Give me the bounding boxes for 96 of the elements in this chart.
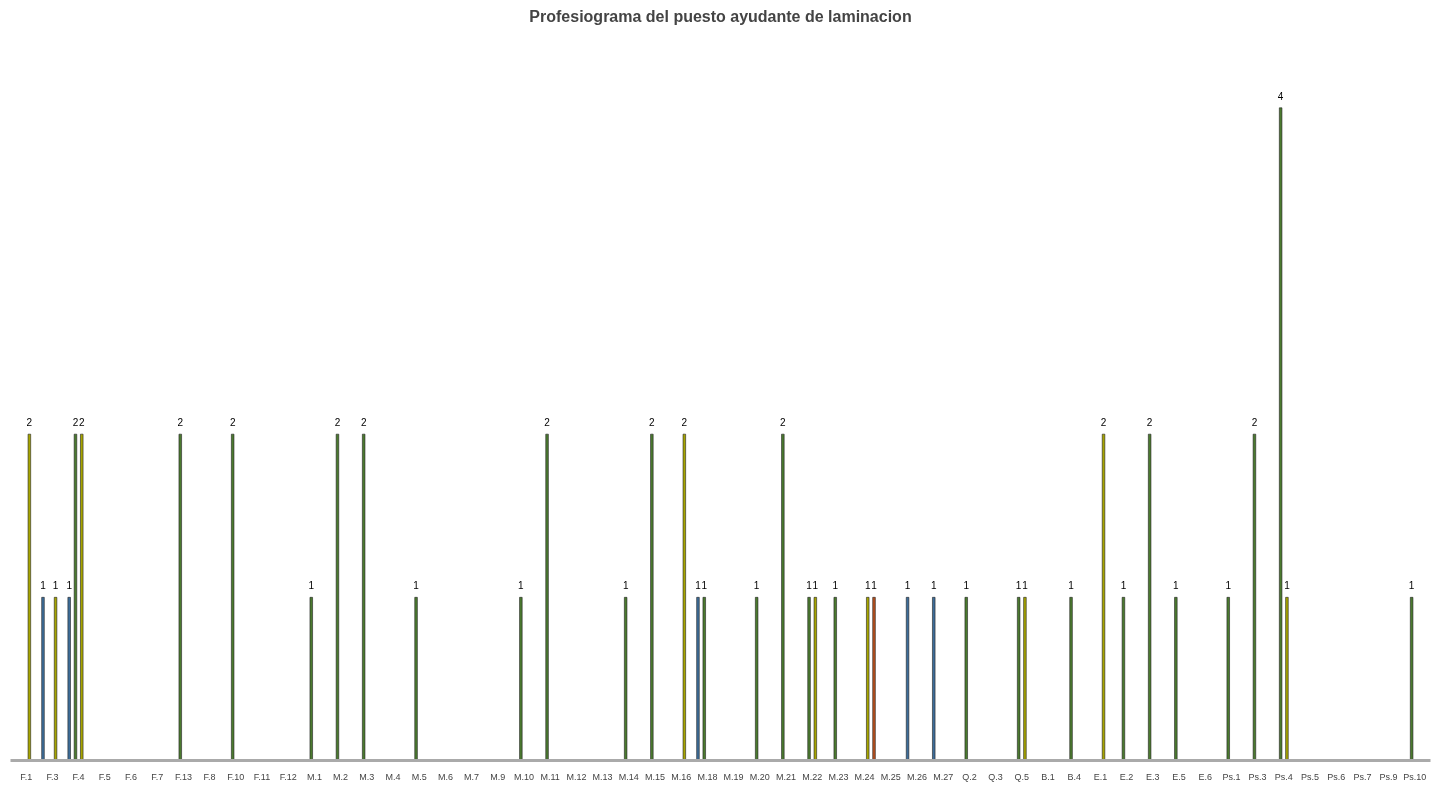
x-tick-label: M.20 <box>749 771 770 782</box>
data-label: 2 <box>78 417 85 429</box>
x-tick-label: M.5 <box>411 771 427 782</box>
data-label: 4 <box>1277 90 1284 102</box>
x-tick-label: F.8 <box>203 771 216 782</box>
data-label: 1 <box>1015 580 1022 592</box>
x-tick-label: M.4 <box>385 771 401 782</box>
x-tick-label: M.23 <box>828 771 849 782</box>
data-label: 2 <box>681 417 688 429</box>
data-label: 2 <box>1146 417 1153 429</box>
x-tick-label: M.16 <box>671 771 692 782</box>
x-tick-label: B.4 <box>1067 771 1081 782</box>
data-label: 1 <box>753 580 760 592</box>
x-tick-label: E.1 <box>1093 771 1108 782</box>
data-label: 1 <box>904 580 911 592</box>
x-tick-label: Ps.6 <box>1327 771 1346 782</box>
data-label: 1 <box>308 580 315 592</box>
x-tick-label: F.3 <box>46 771 59 782</box>
data-label: 1 <box>701 580 708 592</box>
x-tick-label: F.7 <box>151 771 164 782</box>
x-tick-label: M.27 <box>933 771 954 782</box>
data-label: 1 <box>864 580 871 592</box>
x-tick-label: E.5 <box>1172 771 1186 782</box>
data-label: 1 <box>963 580 970 592</box>
x-tick-label: Ps.4 <box>1274 771 1293 782</box>
x-tick-label: M.11 <box>540 771 560 782</box>
x-tick-label: B.1 <box>1041 771 1055 782</box>
data-label: 1 <box>930 580 937 592</box>
data-label: 1 <box>812 580 819 592</box>
data-label: 2 <box>544 417 551 429</box>
x-tick-label: F.12 <box>279 771 297 782</box>
x-tick-label: Ps.3 <box>1248 771 1267 782</box>
data-label: 1 <box>1408 580 1415 592</box>
x-tick-label: F.4 <box>72 771 85 782</box>
x-tick-label: F.1 <box>20 771 33 782</box>
x-tick-label: M.3 <box>359 771 375 782</box>
x-tick-label: Q.2 <box>962 771 977 782</box>
x-tick-label: M.26 <box>906 771 928 782</box>
data-label: 1 <box>622 580 629 592</box>
x-tick-label: M.1 <box>306 771 322 782</box>
data-label: 1 <box>40 580 47 592</box>
data-label: 2 <box>649 417 656 429</box>
x-tick-label: F.5 <box>98 771 111 782</box>
x-tick-label: Q.5 <box>1014 771 1030 782</box>
data-label: 2 <box>1251 417 1258 429</box>
x-tick-label: Ps.1 <box>1222 771 1241 782</box>
x-tick-label: M.22 <box>802 771 823 782</box>
x-tick-label: M.18 <box>697 771 718 782</box>
x-tick-label: E.3 <box>1146 771 1160 782</box>
x-tick-label: F.10 <box>227 771 245 782</box>
x-tick-label: M.13 <box>592 771 613 782</box>
x-tick-label: M.10 <box>514 771 535 782</box>
data-label: 2 <box>334 417 341 429</box>
x-tick-label: M.19 <box>723 771 744 782</box>
data-label: 1 <box>1120 580 1127 592</box>
data-label: 1 <box>1284 580 1291 592</box>
x-tick-label: M.2 <box>333 771 349 782</box>
x-tick-label: M.6 <box>437 771 453 782</box>
data-label: 1 <box>871 580 878 592</box>
data-label: 1 <box>413 580 420 592</box>
x-tick-label: M.25 <box>880 771 901 782</box>
x-tick-label: Ps.5 <box>1300 771 1319 782</box>
data-label: 2 <box>360 417 367 429</box>
data-label: 2 <box>177 417 184 429</box>
data-label: 1 <box>695 580 702 592</box>
data-label: 1 <box>1225 580 1232 592</box>
x-tick-label: M.9 <box>490 771 506 782</box>
data-label: 1 <box>66 580 73 592</box>
data-label: 1 <box>806 580 813 592</box>
data-label: 1 <box>52 580 59 592</box>
x-tick-label: M.12 <box>566 771 587 782</box>
x-tick-label: Ps.7 <box>1353 771 1372 782</box>
x-tick-label: E.2 <box>1119 771 1134 782</box>
x-tick-label: M.21 <box>775 771 797 782</box>
data-label: 2 <box>1100 417 1107 429</box>
x-tick-label: M.7 <box>464 771 480 782</box>
data-label: 1 <box>832 580 839 592</box>
x-tick-label: M.24 <box>854 771 875 782</box>
x-tick-label: Ps.9 <box>1379 771 1398 782</box>
chart-title: Profesiograma del puesto ayudante de laminacion <box>529 7 912 25</box>
x-tick-label: F.13 <box>174 771 192 782</box>
data-label: 2 <box>72 417 79 429</box>
data-label: 2 <box>26 417 33 429</box>
data-label: 1 <box>1068 580 1075 592</box>
x-tick-label: Ps.10 <box>1403 771 1427 782</box>
data-label: 1 <box>1173 580 1180 592</box>
x-tick-label: M.14 <box>618 771 639 782</box>
x-tick-label: F.11 <box>253 771 271 782</box>
x-tick-label: Q.3 <box>988 771 1003 782</box>
x-tick-label: E.6 <box>1198 771 1212 782</box>
x-tick-label: M.15 <box>645 771 666 782</box>
data-label: 1 <box>1022 580 1029 592</box>
data-label: 1 <box>518 580 525 592</box>
x-tick-label: F.6 <box>125 771 138 782</box>
data-label: 2 <box>780 417 787 429</box>
data-label: 2 <box>229 417 236 429</box>
